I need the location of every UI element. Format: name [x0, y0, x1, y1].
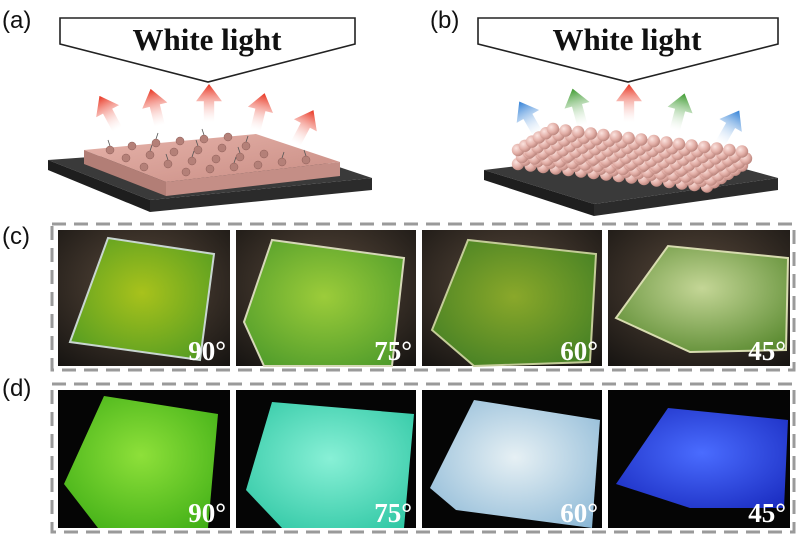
photo-c-90: 90°: [58, 230, 230, 366]
panel-a: (a) White light: [2, 7, 372, 212]
red-arrow-icon: [284, 104, 325, 150]
film-on-substrate-a: [48, 128, 372, 212]
sphere-array-on-substrate-b: [484, 122, 778, 216]
panel-c-label: (c): [2, 223, 30, 250]
panel-a-label: (a): [2, 7, 31, 34]
sphere: [635, 133, 648, 146]
banner-a-text: White light: [133, 22, 283, 57]
sphere: [622, 131, 635, 145]
red-arrow-icon: [242, 90, 278, 134]
panel-d-label: (d): [2, 375, 31, 402]
photo-c-60: 60°: [422, 230, 602, 368]
angle-label: 90°: [188, 336, 226, 366]
photo-c-75: 75°: [236, 230, 416, 367]
panel-d-frame: [50, 382, 796, 534]
angle-label: 75°: [374, 336, 412, 366]
photo-d-90: 90°: [58, 390, 230, 528]
photo-c-45: 45°: [608, 230, 790, 366]
sphere: [672, 137, 686, 151]
angle-label: 60°: [560, 336, 598, 366]
sphere: [735, 145, 749, 158]
sphere: [698, 140, 711, 154]
sphere: [546, 122, 560, 136]
panel-d: (d) 90° 75° 60° 45°: [2, 375, 796, 534]
sphere: [584, 127, 597, 140]
angle-label: 60°: [560, 498, 598, 528]
sphere: [597, 128, 610, 142]
angle-label: 45°: [748, 336, 786, 366]
sphere: [609, 130, 623, 143]
photo-d-45: 45°: [608, 390, 790, 528]
red-arrow-icon: [616, 84, 642, 122]
sphere: [647, 134, 660, 148]
sphere: [710, 142, 723, 155]
sphere: [572, 125, 585, 139]
angle-label: 45°: [748, 498, 786, 528]
white-light-banner-b: White light: [477, 17, 779, 83]
banner-b-text: White light: [553, 22, 703, 57]
panel-b: (b) White light: [430, 7, 779, 216]
colloidal-spheres: [511, 122, 753, 193]
sphere: [685, 139, 698, 152]
white-light-banner-a: White light: [59, 17, 356, 83]
sphere: [559, 124, 572, 137]
red-arrow-icon: [138, 85, 173, 129]
angle-label: 90°: [188, 498, 226, 528]
sphere: [660, 136, 673, 149]
photo-d-75: 75°: [236, 390, 416, 528]
sphere: [723, 143, 736, 157]
panel-c: (c) 90° 75° 60° 45°: [2, 222, 796, 372]
green-arrow-icon: [662, 90, 698, 134]
panel-b-label: (b): [430, 7, 459, 34]
angle-label: 75°: [374, 498, 412, 528]
red-arrow-icon: [88, 89, 129, 136]
red-arrow-icon: [196, 84, 222, 122]
green-arrow-icon: [560, 85, 595, 129]
photo-d-60: 60°: [422, 390, 602, 528]
panel-c-frame: [50, 222, 796, 372]
